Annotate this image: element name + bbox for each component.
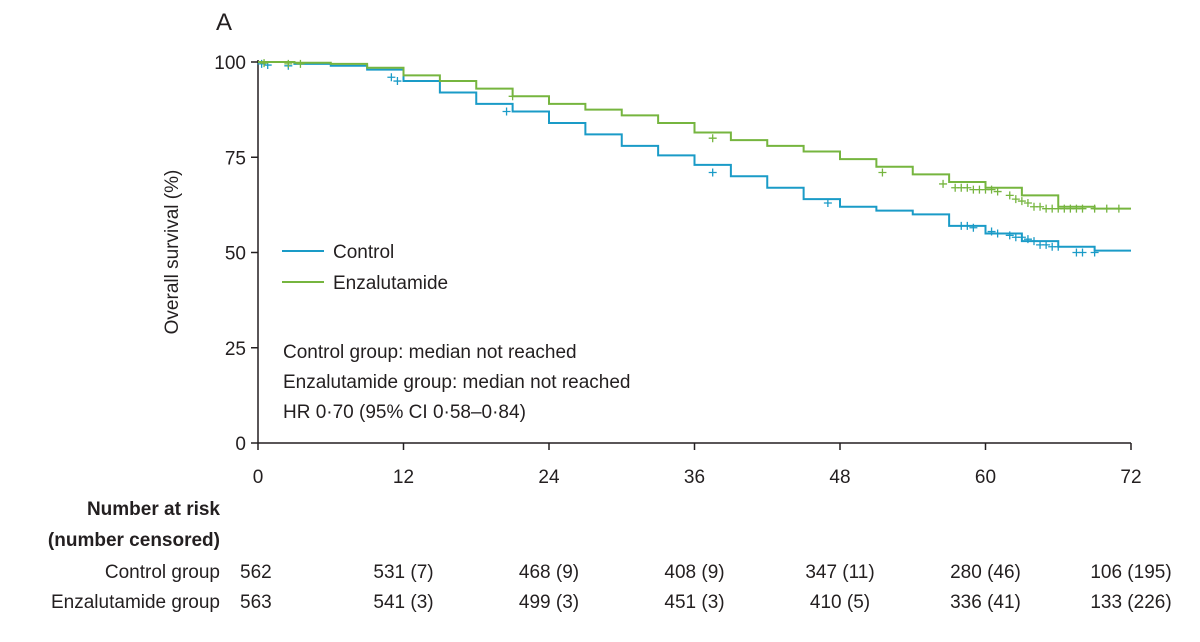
- risk-cell: 563: [240, 592, 272, 613]
- censor-mark-control: [969, 223, 978, 232]
- legend-label-control: Control: [333, 242, 394, 263]
- curve-control: [258, 61, 1131, 252]
- y-axis-title: Overall survival (%): [162, 170, 183, 335]
- censor-mark-control: [1078, 248, 1087, 257]
- censor-mark-control: [502, 107, 511, 116]
- risk-table-title: Number at risk: [87, 499, 220, 520]
- risk-cell: 562: [240, 562, 272, 583]
- censor-mark-enzalutamide: [993, 187, 1002, 196]
- risk-cell: 408 (9): [664, 562, 724, 583]
- censor-mark-control: [1017, 233, 1026, 242]
- risk-cell: 336 (41): [950, 592, 1021, 613]
- risk-row-label-control: Control group: [105, 562, 220, 583]
- censor-mark-enzalutamide: [939, 179, 948, 188]
- censor-mark-control: [823, 198, 832, 207]
- censor-mark-control: [1005, 231, 1014, 240]
- censor-mark-control: [963, 221, 972, 230]
- censor-mark-enzalutamide: [708, 134, 717, 143]
- risk-cell: 541 (3): [373, 592, 433, 613]
- x-ticks: 0 12 24 36 48 60 72: [253, 443, 1142, 488]
- censor-mark-control: [987, 227, 996, 236]
- censor-mark-enzalutamide: [1114, 204, 1123, 213]
- x-tick-label: 72: [1120, 467, 1141, 488]
- censor-mark-enzalutamide: [878, 168, 887, 177]
- y-tick-label: 50: [225, 244, 246, 265]
- censor-mark-enzalutamide: [1036, 202, 1045, 211]
- risk-table-cells: 562 531 (7) 468 (9) 408 (9) 347 (11) 280 (46)…: [240, 562, 1172, 613]
- annotation-control-median: Control group: median not reached: [283, 342, 577, 363]
- risk-cell: 531 (7): [373, 562, 433, 583]
- censor-mark-enzalutamide: [1023, 198, 1032, 207]
- y-tick-label: 0: [235, 434, 246, 455]
- censor-mark-enzalutamide: [1005, 191, 1014, 200]
- censor-mark-control: [708, 168, 717, 177]
- risk-cell: 451 (3): [664, 592, 724, 613]
- censor-mark-control: [387, 73, 396, 82]
- censor-mark-control: [1042, 240, 1051, 249]
- censor-mark-enzalutamide: [296, 59, 305, 68]
- legend: Control Enzalutamide: [282, 242, 448, 294]
- risk-cell: 106 (195): [1090, 562, 1171, 583]
- censor-mark-enzalutamide: [1017, 197, 1026, 206]
- curve-enzalutamide: [258, 61, 1131, 210]
- censor-mark-enzalutamide: [987, 185, 996, 194]
- censor-mark-enzalutamide: [260, 59, 269, 68]
- risk-cell: 499 (3): [519, 592, 579, 613]
- censor-mark-enzalutamide: [1102, 204, 1111, 213]
- x-tick-label: 0: [253, 467, 264, 488]
- censor-mark-enzalutamide: [1078, 204, 1087, 213]
- risk-cell: 133 (226): [1090, 592, 1171, 613]
- y-ticks: 0 25 50 75 100: [214, 53, 258, 455]
- y-tick-label: 25: [225, 339, 246, 360]
- panel-label: A: [216, 9, 232, 36]
- risk-table-subtitle: (number censored): [48, 530, 220, 551]
- risk-cell: 410 (5): [810, 592, 870, 613]
- risk-cell: 280 (46): [950, 562, 1021, 583]
- x-tick-label: 12: [393, 467, 414, 488]
- x-tick-label: 60: [975, 467, 996, 488]
- censor-mark-enzalutamide: [508, 92, 517, 101]
- risk-row-label-enzalutamide: Enzalutamide group: [51, 592, 220, 613]
- risk-cell: 468 (9): [519, 562, 579, 583]
- risk-cell: 347 (11): [805, 562, 874, 583]
- annotation-hazard-ratio: HR 0·70 (95% CI 0·58–0·84): [283, 402, 526, 423]
- annotation-enzalutamide-median: Enzalutamide group: median not reached: [283, 372, 631, 393]
- censor-mark-enzalutamide: [1090, 204, 1099, 213]
- y-tick-label: 75: [225, 148, 246, 169]
- censor-mark-enzalutamide: [284, 59, 293, 68]
- legend-label-enzalutamide: Enzalutamide: [333, 273, 448, 294]
- censor-mark-control: [393, 77, 402, 86]
- censor-mark-control: [1030, 237, 1038, 246]
- censor-mark-control: [1090, 248, 1099, 257]
- y-tick-label: 100: [214, 53, 246, 74]
- censor-mark-enzalutamide: [963, 183, 972, 192]
- censor-mark-control: [993, 229, 1002, 238]
- censor-mark-control: [1054, 242, 1063, 251]
- x-tick-label: 36: [684, 467, 705, 488]
- x-tick-label: 24: [538, 467, 560, 488]
- survival-curves: [257, 59, 1131, 257]
- censor-mark-control: [1023, 235, 1032, 244]
- censor-mark-enzalutamide: [1011, 195, 1020, 204]
- x-tick-label: 48: [829, 467, 850, 488]
